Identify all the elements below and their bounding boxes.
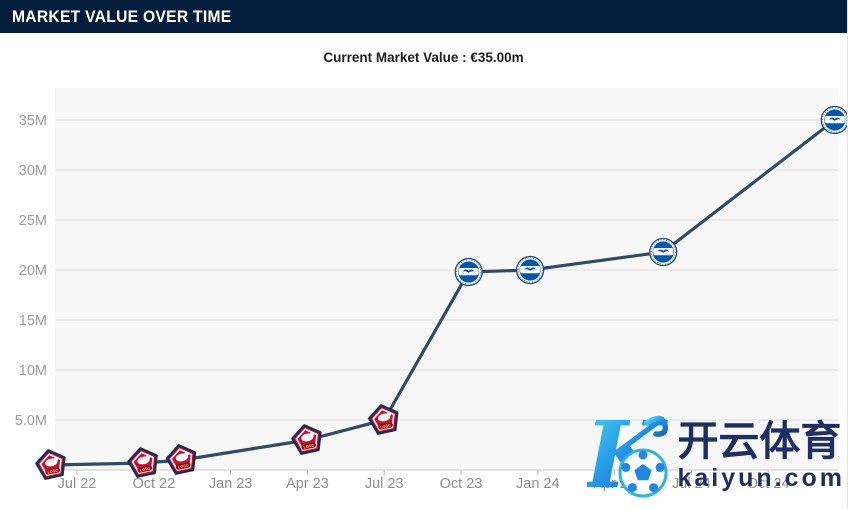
kaiyun-watermark: K 开云体育 kaiyun.com <box>587 407 845 507</box>
soccer-ball-icon <box>618 448 668 498</box>
lille-crest-icon[interactable]: LOSC <box>290 422 324 455</box>
svg-text:LOSC: LOSC <box>303 443 314 449</box>
brighton-crest-icon[interactable] <box>515 255 545 285</box>
y-tick-label: 35M <box>19 113 47 129</box>
svg-text:LOSC: LOSC <box>139 466 150 472</box>
lille-crest-icon[interactable]: LOSC <box>34 447 68 480</box>
kaiyun-k-logo-icon: K <box>587 407 669 507</box>
x-tick-label: Apr 23 <box>286 476 329 492</box>
x-tick-label: Jul 23 <box>365 476 404 492</box>
lille-crest-icon[interactable]: LOSC <box>126 445 160 478</box>
kaiyun-brand-text: 开云体育 <box>677 418 842 464</box>
y-tick-label: 5.0M <box>15 413 47 429</box>
x-tick-label: Jul 24 <box>672 476 711 492</box>
x-tick-label: Oct 22 <box>132 476 175 492</box>
lille-crest-icon[interactable]: LOSC <box>165 442 199 475</box>
y-tick-label: 15M <box>19 313 47 329</box>
y-tick-label: 20M <box>19 263 47 279</box>
kaiyun-domain-text: kaiyun.com <box>677 464 845 492</box>
k-swirl <box>644 415 669 437</box>
y-tick-label: 10M <box>19 363 47 379</box>
svg-text:LOSC: LOSC <box>47 468 58 474</box>
x-tick-label: Jan 24 <box>516 476 560 492</box>
y-tick-label: 30M <box>19 163 47 179</box>
plot-area <box>55 88 838 470</box>
x-tick-label: Jan 23 <box>209 476 253 492</box>
brighton-crest-icon[interactable] <box>649 237 678 267</box>
panel-header: MARKET VALUE OVER TIME <box>0 0 847 33</box>
brighton-crest-icon[interactable] <box>820 105 848 135</box>
x-tick-label: Oct 23 <box>440 476 483 492</box>
svg-text:LOSC: LOSC <box>178 463 189 469</box>
x-tick-label: Oct 24 <box>747 476 790 492</box>
x-tick-label: Jul 22 <box>58 476 97 492</box>
svg-text:LOSC: LOSC <box>380 423 391 429</box>
lille-crest-icon[interactable]: LOSC <box>367 402 401 435</box>
y-tick-label: 25M <box>19 213 47 229</box>
current-market-value-label: Current Market Value : €35.00m <box>323 50 524 65</box>
panel-title: MARKET VALUE OVER TIME <box>11 7 232 26</box>
brighton-crest-icon[interactable] <box>454 257 483 287</box>
